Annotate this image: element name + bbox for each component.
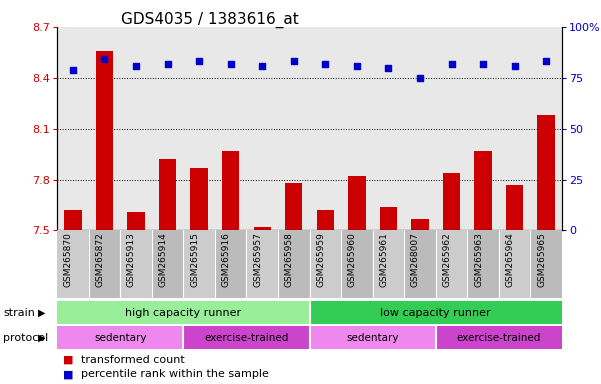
Bar — [183, 326, 310, 349]
Text: ▶: ▶ — [38, 308, 46, 318]
Text: exercise-trained: exercise-trained — [457, 333, 541, 343]
Text: GSM265961: GSM265961 — [379, 232, 388, 287]
Bar — [436, 230, 468, 298]
Bar — [310, 230, 341, 298]
Text: exercise-trained: exercise-trained — [204, 333, 288, 343]
Bar — [499, 230, 531, 298]
Bar — [348, 176, 365, 230]
Bar — [246, 230, 278, 298]
Point — [383, 65, 393, 71]
Bar — [404, 230, 436, 298]
Text: GSM265960: GSM265960 — [348, 232, 357, 287]
Bar — [183, 230, 215, 298]
Bar — [222, 151, 239, 230]
Bar — [64, 210, 82, 230]
Point — [163, 60, 172, 66]
Bar — [380, 207, 397, 230]
Point — [68, 66, 78, 73]
Text: GSM265964: GSM265964 — [505, 232, 514, 287]
Bar — [531, 230, 562, 298]
Text: GSM265963: GSM265963 — [474, 232, 483, 287]
Bar — [317, 210, 334, 230]
Point — [447, 60, 456, 66]
Text: sedentary: sedentary — [94, 333, 147, 343]
Point — [131, 63, 141, 69]
Text: GSM265957: GSM265957 — [253, 232, 262, 287]
Bar — [506, 185, 523, 230]
Bar — [436, 326, 562, 349]
Bar — [57, 301, 310, 324]
Bar — [57, 326, 183, 349]
Bar — [373, 230, 404, 298]
Point — [289, 58, 299, 65]
Text: percentile rank within the sample: percentile rank within the sample — [81, 369, 269, 379]
Text: strain: strain — [3, 308, 35, 318]
Text: ■: ■ — [63, 369, 73, 379]
Text: GSM268007: GSM268007 — [411, 232, 420, 287]
Bar — [127, 212, 145, 230]
Text: GSM265914: GSM265914 — [159, 232, 168, 287]
Bar — [310, 301, 562, 324]
Bar — [215, 230, 246, 298]
Bar — [468, 230, 499, 298]
Text: high capacity runner: high capacity runner — [125, 308, 242, 318]
Text: ▶: ▶ — [38, 333, 46, 343]
Point — [257, 63, 267, 69]
Bar — [537, 115, 555, 230]
Point — [320, 60, 330, 66]
Text: GSM265962: GSM265962 — [442, 232, 451, 287]
Point — [352, 63, 362, 69]
Point — [542, 58, 551, 65]
Text: GSM265915: GSM265915 — [190, 232, 199, 287]
Text: ■: ■ — [63, 355, 73, 365]
Bar — [254, 227, 271, 230]
Text: GSM265916: GSM265916 — [222, 232, 231, 287]
Bar — [96, 51, 113, 230]
Text: GDS4035 / 1383616_at: GDS4035 / 1383616_at — [121, 12, 299, 28]
Point — [510, 63, 519, 69]
Point — [415, 74, 425, 81]
Point — [478, 60, 488, 66]
Point — [194, 58, 204, 65]
Bar — [310, 326, 436, 349]
Bar — [474, 151, 492, 230]
Point — [100, 56, 109, 63]
Text: GSM265870: GSM265870 — [64, 232, 73, 287]
Text: low capacity runner: low capacity runner — [380, 308, 491, 318]
Bar — [411, 218, 429, 230]
Bar — [120, 230, 151, 298]
Text: GSM265959: GSM265959 — [316, 232, 325, 287]
Text: GSM265958: GSM265958 — [285, 232, 294, 287]
Bar — [57, 230, 89, 298]
Bar — [285, 183, 302, 230]
Text: transformed count: transformed count — [81, 355, 185, 365]
Text: GSM265913: GSM265913 — [127, 232, 136, 287]
Bar — [191, 168, 208, 230]
Bar — [159, 159, 176, 230]
Text: GSM265872: GSM265872 — [96, 232, 105, 287]
Text: GSM265965: GSM265965 — [537, 232, 546, 287]
Point — [226, 60, 236, 66]
Text: sedentary: sedentary — [346, 333, 399, 343]
Bar — [278, 230, 310, 298]
Text: protocol: protocol — [3, 333, 48, 343]
Bar — [443, 173, 460, 230]
Bar — [151, 230, 183, 298]
Bar — [341, 230, 373, 298]
Bar — [89, 230, 120, 298]
